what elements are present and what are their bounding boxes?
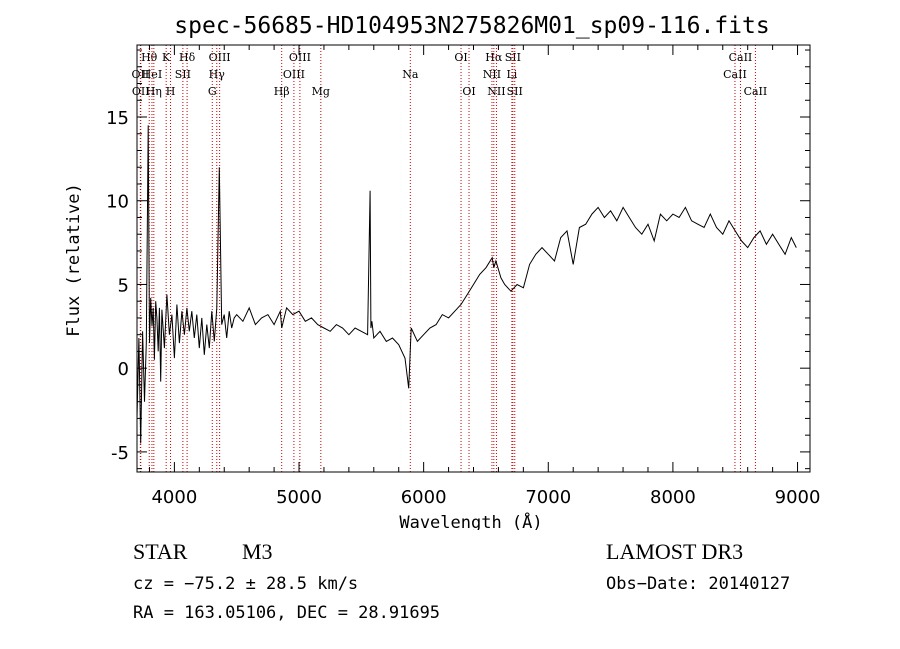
line-marker-label: Na: [402, 68, 419, 81]
plot-frame: [136, 44, 811, 473]
line-marker-label: Li: [506, 68, 517, 81]
line-marker-label: NII: [487, 85, 505, 98]
x-tick-label: 6000: [401, 487, 447, 508]
line-marker-label: OIII: [283, 68, 305, 81]
survey-name: LAMOST DR3: [606, 539, 744, 564]
line-marker-label: NII: [483, 68, 501, 81]
line-marker-label: Mg: [312, 85, 330, 98]
line-marker-label: Hθ: [141, 51, 158, 64]
line-marker-label: CaII: [723, 68, 747, 81]
x-tick-label: 9000: [775, 487, 821, 508]
y-tick-label: 15: [106, 108, 129, 129]
line-marker-label: Hγ: [209, 68, 226, 81]
line-marker-label: CaII: [744, 85, 768, 98]
axes: 4000 5000 6000 7000 8000 9000 -5 0 5 10 15: [106, 44, 821, 508]
x-tick-label: 7000: [525, 487, 571, 508]
line-marker-label: G: [208, 85, 217, 98]
x-axis-label: Wavelength (Å): [399, 511, 542, 530]
line-marker-label: Hβ: [274, 85, 290, 98]
y-tick-label: 5: [118, 275, 129, 296]
line-marker-label: HeI: [142, 68, 162, 81]
y-tick-label: -5: [111, 443, 129, 464]
line-marker-label: OI: [454, 51, 467, 64]
object-class: STAR: [133, 539, 188, 564]
line-marker-label: SII: [175, 68, 191, 81]
line-marker-label: Hα: [485, 51, 503, 64]
line-marker-label: K: [162, 51, 171, 64]
x-tick-label: 4000: [151, 487, 197, 508]
redshift-cz: cz = −75.2 ± 28.5 km/s: [133, 574, 359, 594]
line-marker-label: Hδ: [179, 51, 196, 64]
spectrum-line: [136, 125, 797, 444]
line-marker-label: CaII: [729, 51, 753, 64]
line-marker-label: H: [166, 85, 176, 98]
y-tick-label: 0: [118, 359, 129, 380]
line-marker-label: OII: [132, 85, 150, 98]
spectrum-chart: spec-56685-HD104953N275826M01_sp09-116.f…: [64, 13, 821, 530]
line-marker-label: OIII: [209, 51, 231, 64]
line-marker-label: OIII: [289, 51, 311, 64]
coordinates: RA = 163.05106, DEC = 28.91695: [133, 603, 441, 623]
y-axis-label: Flux (relative): [64, 183, 84, 337]
line-marker-label: OI: [462, 85, 475, 98]
line-marker-label: Hη: [146, 85, 162, 98]
object-subclass: M3: [242, 539, 273, 564]
line-marker-label: SII: [505, 51, 521, 64]
chart-title: spec-56685-HD104953N275826M01_sp09-116.f…: [174, 13, 769, 39]
line-marker-label: SII: [507, 85, 523, 98]
x-tick-label: 5000: [276, 487, 322, 508]
obs-date: Obs−Date: 20140127: [606, 574, 791, 594]
x-tick-label: 8000: [650, 487, 696, 508]
line-marker-label: OII: [132, 68, 150, 81]
y-tick-label: 10: [106, 192, 129, 213]
